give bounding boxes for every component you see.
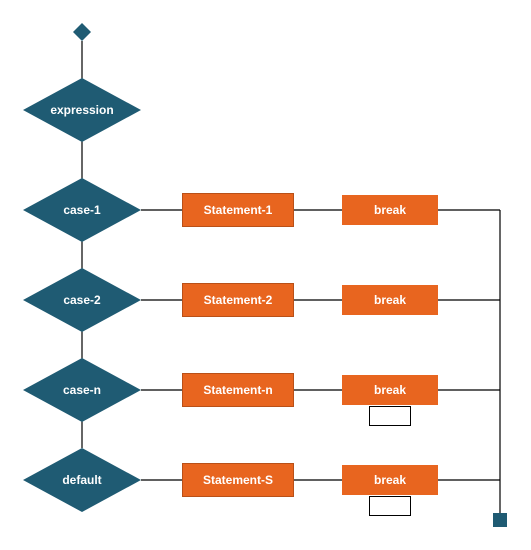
exit-node [493,513,507,527]
case1-statement-text: Statement-1 [204,203,273,217]
casen-diamond: case-n [23,358,141,422]
default-diamond: default [23,448,141,512]
entry-node [73,23,91,41]
case1-diamond: case-1 [23,178,141,242]
casen-label: case-n [63,383,101,397]
case2-diamond: case-2 [23,268,141,332]
case2-label: case-2 [63,293,100,307]
casen-statement: Statement-n [182,373,294,407]
case1-statement: Statement-1 [182,193,294,227]
casen-statement-text: Statement-n [203,383,272,397]
casen-break-text: break [374,383,406,397]
case2-break: break [342,285,438,315]
casen-white-box [369,406,411,426]
expression-diamond: expression [23,78,141,142]
case2-statement: Statement-2 [182,283,294,317]
default-statement: Statement-S [182,463,294,497]
case1-label: case-1 [63,203,100,217]
case2-statement-text: Statement-2 [204,293,273,307]
default-statement-text: Statement-S [203,473,273,487]
default-label: default [62,473,101,487]
case1-break-text: break [374,203,406,217]
casen-break: break [342,375,438,405]
case2-break-text: break [374,293,406,307]
expression-label: expression [50,103,113,117]
default-break-text: break [374,473,406,487]
case1-break: break [342,195,438,225]
default-white-box [369,496,411,516]
default-break: break [342,465,438,495]
